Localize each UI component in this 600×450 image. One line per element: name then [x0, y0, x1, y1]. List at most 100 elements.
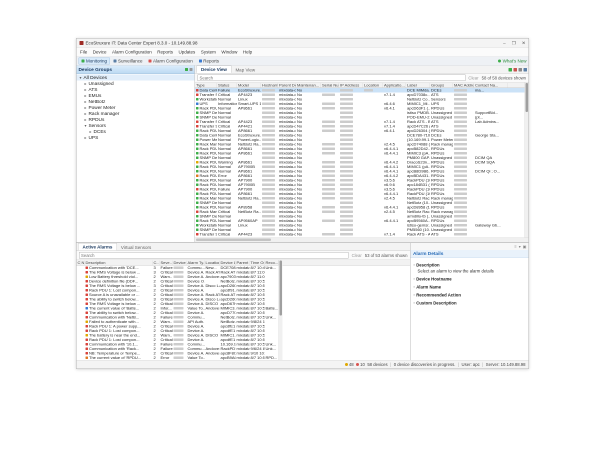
table-row[interactable]: Rack PDUNormalAP8661mixdata-d3...Nov6.4.… — [195, 129, 529, 133]
table-row[interactable]: SNMP Devi...Normal mixdata-d3...No NetBotz… — [195, 201, 529, 205]
alarm-row[interactable]: Failed to authenticate with... 2 Warn... AP… — [77, 320, 411, 324]
close-button[interactable]: ✕ — [521, 40, 526, 46]
tree-item-ups[interactable]: ▸ UPS — [77, 135, 195, 141]
table-row[interactable]: Data Cente...Failure EcoStruxure... mixdat… — [195, 88, 529, 93]
alarm-row[interactable]: NB: Temperature or Tempe... 2 Critical Devi… — [77, 351, 411, 356]
expander-closed-icon[interactable]: ▸ — [89, 129, 92, 134]
menu-item-help[interactable]: Help — [242, 49, 253, 55]
menu-item-alarm-configuration[interactable]: Alarm Configuration — [112, 49, 152, 55]
tab-virtual-sensors[interactable]: Virtual Sensors — [120, 245, 152, 250]
whats-new-link[interactable]: What's New — [498, 58, 527, 63]
alarm-row[interactable]: Rack PDU 1: Lost compon... 2 Critical Devic… — [77, 329, 411, 333]
expander-closed-icon[interactable]: ▸ — [84, 105, 87, 110]
table-row[interactable]: Transfer Swi...Critical AP4423 mixdata-d3.… — [195, 120, 529, 124]
alarm-row[interactable]: Rack PDU 1: A power supp... 2 Critical Devi… — [77, 324, 411, 329]
alarm-row[interactable]: Communication with '10.1... 2 Failure Commu… — [77, 342, 411, 347]
column-header-groups[interactable]: Groups — [430, 82, 453, 88]
alarm-row[interactable]: Rack PDU 1: Lost compon... 2 Critical Devic… — [77, 338, 411, 342]
column-header-label[interactable]: Label — [406, 82, 430, 88]
perspective-tab-reports[interactable]: Reports — [196, 58, 221, 64]
column-header-alarm-ty[interactable]: Alarm Ty... — [187, 260, 205, 265]
tab-active-alarms[interactable]: Active Alarms — [78, 243, 117, 251]
column-header-serial-number[interactable]: Serial Number — [322, 82, 339, 88]
table-row[interactable]: Power Mete...Normal PowerLogic... mixdata-… — [195, 138, 529, 142]
column-header-applicatio[interactable]: Applicatio... — [384, 82, 406, 88]
alarm-row[interactable]: Device definition file (DDF... 2 Critical D… — [77, 279, 411, 284]
alarm-row[interactable]: The ability to switch below... 3 Critical D… — [77, 297, 411, 302]
menu-item-updates[interactable]: Updates — [178, 49, 196, 55]
menu-item-window[interactable]: Window — [221, 49, 238, 55]
sidebar-header[interactable]: Device Groups — [76, 65, 195, 74]
tree-item-all-devices[interactable]: ▾ All Devices — [76, 74, 195, 81]
device-table-vertical-scrollbar[interactable] — [524, 82, 529, 238]
column-header-location[interactable]: Location — [205, 260, 220, 265]
menu-item-reports[interactable]: Reports — [157, 49, 174, 55]
alarm-row[interactable]: The current value of 'RPDU... 2 Error Value… — [77, 356, 411, 360]
column-header-time-oc[interactable]: Time Oc... — [250, 260, 265, 265]
column-settings-icon[interactable] — [523, 68, 527, 72]
perspective-tab-surveillance[interactable]: Surveillance — [111, 58, 145, 64]
column-header-reco[interactable]: Reco... — [265, 260, 279, 265]
export-icon[interactable] — [518, 68, 522, 72]
expander-closed-icon[interactable]: ▸ — [84, 93, 87, 98]
column-header-parent-device[interactable]: Parent Device — [279, 82, 296, 88]
alarm-row[interactable]: The ability to switch below... 2 Critical D… — [77, 311, 411, 315]
alarm-row[interactable]: The battery is near the end... 2 Warn... De… — [77, 333, 411, 338]
table-row[interactable]: Rack Mana...Critical NetBotz Ra... mixdata… — [195, 210, 529, 214]
expander-closed-icon[interactable]: ▸ — [84, 99, 87, 104]
alarm-row[interactable]: The RMS Voltage is below ... 3 Critical Dev… — [77, 284, 411, 288]
alarm-row[interactable]: The current value of 'Batte... 2 Infor... V… — [77, 306, 411, 311]
tree-item-unassigned[interactable]: ▸ Unassigned — [77, 81, 195, 87]
tab-map-view[interactable]: Map View — [235, 67, 256, 73]
table-row[interactable]: WorkstationNormal Linux mixdata-d3...No Net… — [195, 97, 529, 102]
table-row[interactable]: Transfer Swi...Critical AP4423 mixdata-d3.… — [195, 232, 529, 237]
table-row[interactable]: Rack Mana...Normal NetBotz Ra... mixdata-d… — [195, 142, 529, 147]
expander-closed-icon[interactable]: ▸ — [84, 117, 87, 122]
scrollbar-thumb[interactable] — [525, 83, 528, 112]
column-header-n[interactable]: N... — [81, 260, 85, 265]
table-row[interactable]: Rack PDUNormalAP8661mixdata-d3...Nov6.4.… — [195, 169, 529, 174]
table-row[interactable]: Data Cente...Normal EcoStruxure... mixdata… — [195, 133, 529, 138]
table-row[interactable]: SNMP Devi...Normal mixdata-d3...No armdill… — [195, 214, 529, 219]
tree-item-netbotz[interactable]: ▸ NetBotz — [77, 99, 195, 105]
column-header-location[interactable]: Location — [363, 82, 383, 88]
column-header-type[interactable]: Type — [195, 82, 217, 88]
table-row[interactable]: SNMP Devi...Normal mixdata-d3...No PM800 G… — [195, 156, 529, 160]
maximize-panel-icon[interactable]: ▣ — [522, 244, 527, 249]
device-search-input[interactable] — [197, 74, 466, 81]
minimize-button[interactable]: – — [503, 40, 506, 46]
maximize-button[interactable]: ❐ — [511, 40, 516, 46]
expander-open-icon[interactable]: ▾ — [84, 123, 87, 128]
tree-item-emus[interactable]: ▸ EMUs — [77, 93, 195, 99]
column-header-seve[interactable]: Seve... — [160, 260, 173, 265]
alarm-row[interactable]: Communication with 'DCE... 3 Failure Commu.… — [77, 266, 411, 270]
column-header-description[interactable]: Description — [85, 260, 153, 265]
tree-item-power-meter[interactable]: ▸ Power Meter — [77, 105, 195, 111]
clear-device-filter-button[interactable]: Clear — [468, 75, 479, 81]
expander-closed-icon[interactable]: ▸ — [84, 135, 87, 140]
column-header-maintenan[interactable]: Maintenan... — [297, 82, 321, 88]
remove-device-icon[interactable] — [513, 68, 517, 72]
table-row[interactable]: Rack PDUNormalAP8661mixdata-d3...Nov6.4.… — [195, 147, 529, 151]
table-row[interactable]: Rack PDUNormalAP8661mixdata-d3...Nov6.4.… — [195, 237, 529, 238]
column-header-parent-d[interactable]: Parent D... — [236, 260, 250, 265]
column-header-ip-address[interactable]: IP Address — [339, 82, 363, 88]
table-row[interactable]: Transfer Swi...Critical AP4421 mixdata-d3.… — [195, 124, 529, 129]
table-row[interactable]: Transfer Swi...Critical AP4423 mixdata-d3.… — [195, 93, 529, 97]
scrollbar-thumb[interactable] — [279, 260, 282, 316]
column-header-c[interactable]: C... — [153, 260, 160, 265]
column-header-c[interactable]: C... — [77, 260, 81, 265]
clear-alarm-filter-button[interactable]: Clear — [351, 252, 362, 258]
tree-item-dces[interactable]: ▸ DCEs — [77, 129, 195, 135]
minimize-panel-icon[interactable]: ▾ — [518, 244, 521, 249]
tree-item-rpdus[interactable]: ▸ RPDUs — [77, 117, 195, 123]
expander-closed-icon[interactable]: ▸ — [84, 81, 87, 86]
alarm-row[interactable]: Communication with 'Rack... 2 Failure Commu… — [77, 347, 411, 351]
